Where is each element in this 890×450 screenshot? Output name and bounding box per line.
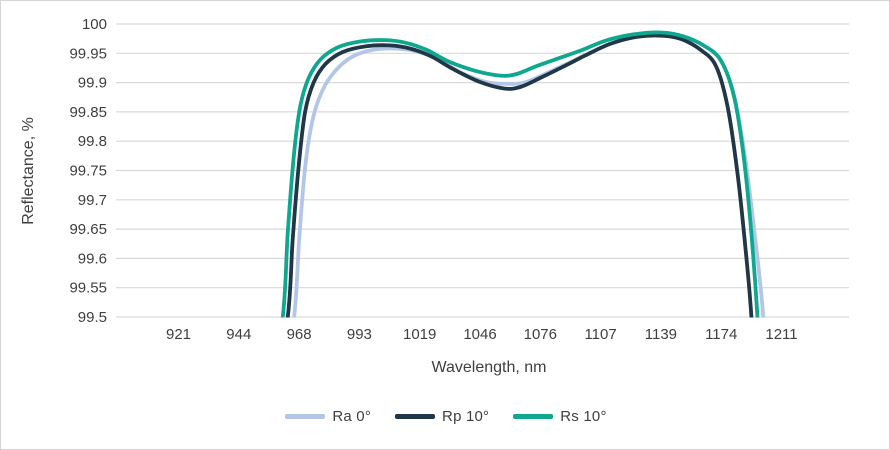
y-tick-label: 99.8 [78, 133, 107, 150]
x-axis-tick-labels: 921 944 968 993 1019 1046 1076 1107 1139 1174 1211 [166, 326, 798, 343]
legend-label-rp-10: Rp 10° [442, 408, 490, 425]
legend: Ra 0° Rp 10° Rs 10° [1, 408, 889, 425]
y-tick-label: 99.65 [69, 221, 107, 238]
x-axis-title: Wavelength, nm [431, 359, 546, 376]
x-tick-label: 1174 [705, 326, 737, 343]
x-tick-label: 921 [166, 326, 191, 343]
y-tick-label: 99.75 [69, 163, 107, 180]
y-axis-tick-labels: 100 99.95 99.9 99.85 99.8 99.75 99.7 99.65 99.6 9… [69, 16, 107, 326]
legend-label-ra-0: Ra 0° [332, 408, 372, 425]
x-tick-label: 1046 [463, 326, 496, 343]
x-tick-label: 1211 [765, 326, 797, 343]
legend-swatch-ra-0 [285, 414, 326, 419]
x-tick-label: 993 [347, 326, 372, 343]
series-lines [280, 30, 766, 318]
x-tick-label: 944 [226, 326, 251, 343]
x-tick-label: 1076 [524, 326, 557, 343]
y-tick-label: 99.85 [69, 104, 107, 121]
y-tick-label: 99.6 [78, 250, 107, 267]
legend-swatch-rp-10 [395, 414, 436, 419]
legend-item-rs-10: Rs 10° [513, 408, 606, 425]
y-tick-label: 99.95 [69, 45, 107, 62]
gridlines [116, 23, 849, 318]
x-tick-label: 968 [287, 326, 312, 343]
legend-item-ra-0: Ra 0° [285, 408, 371, 425]
x-tick-label: 1139 [645, 326, 677, 343]
y-tick-label: 100 [82, 16, 107, 33]
y-tick-label: 99.55 [69, 280, 107, 297]
y-tick-label: 99.7 [78, 192, 107, 209]
legend-label-rs-10: Rs 10° [560, 408, 607, 425]
legend-item-rp-10: Rp 10° [395, 408, 489, 425]
reflectance-chart: 100 99.95 99.9 99.85 99.8 99.75 99.7 99.65 99.6 9… [20, 16, 849, 376]
x-tick-label: 1019 [403, 326, 436, 343]
series-line-rs-10- [280, 30, 760, 318]
x-tick-label: 1107 [584, 326, 616, 343]
y-tick-label: 99.5 [78, 309, 107, 326]
y-axis-title: Reflectance, % [20, 117, 37, 225]
y-tick-label: 99.9 [78, 75, 107, 92]
series-line-ra-0- [292, 33, 766, 318]
legend-swatch-rs-10 [513, 414, 554, 419]
series-line-rp-10- [285, 33, 754, 318]
